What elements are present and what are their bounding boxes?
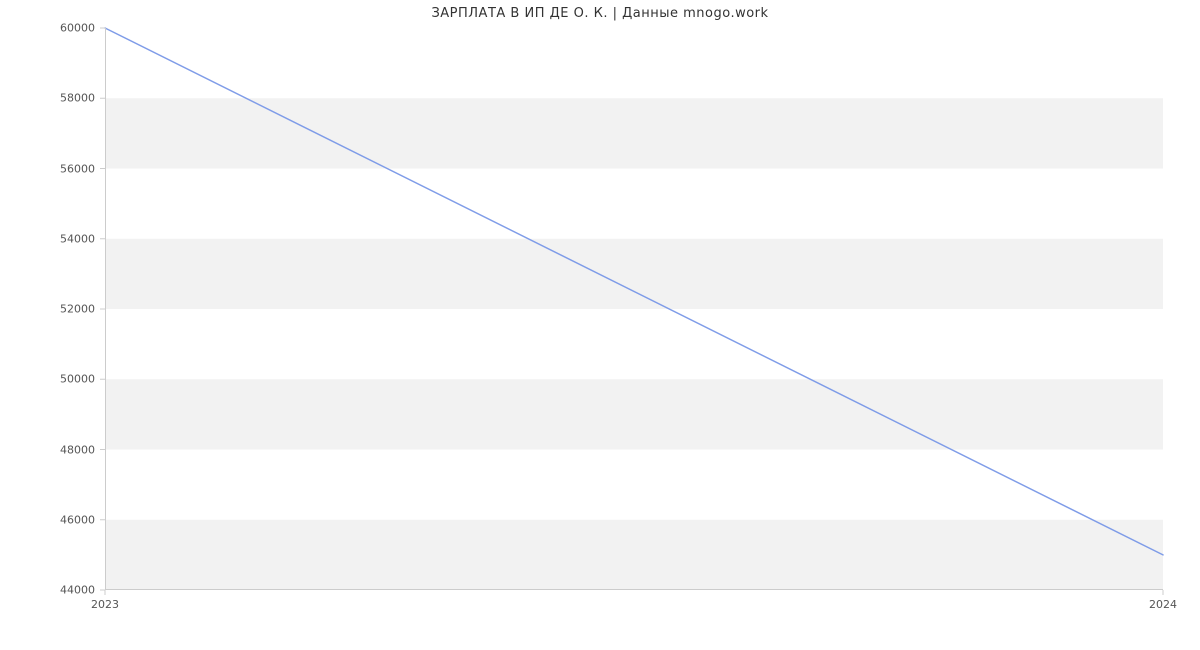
salary-line-chart: ЗАРПЛАТА В ИП ДЕ О. К. | Данные mnogo.wo… xyxy=(0,0,1200,650)
y-tick-label: 56000 xyxy=(60,162,95,175)
y-tick-label: 48000 xyxy=(60,443,95,456)
plot-area xyxy=(105,28,1163,590)
y-tick-label: 44000 xyxy=(60,584,95,597)
x-tick-label: 2023 xyxy=(91,598,119,611)
y-tick-label: 46000 xyxy=(60,513,95,526)
x-tick-label: 2024 xyxy=(1149,598,1177,611)
y-tick-label: 58000 xyxy=(60,92,95,105)
y-tick-label: 50000 xyxy=(60,373,95,386)
y-tick-label: 54000 xyxy=(60,232,95,245)
chart-svg xyxy=(105,28,1163,590)
y-tick-label: 52000 xyxy=(60,303,95,316)
chart-title: ЗАРПЛАТА В ИП ДЕ О. К. | Данные mnogo.wo… xyxy=(0,6,1200,21)
y-tick-label: 60000 xyxy=(60,22,95,35)
